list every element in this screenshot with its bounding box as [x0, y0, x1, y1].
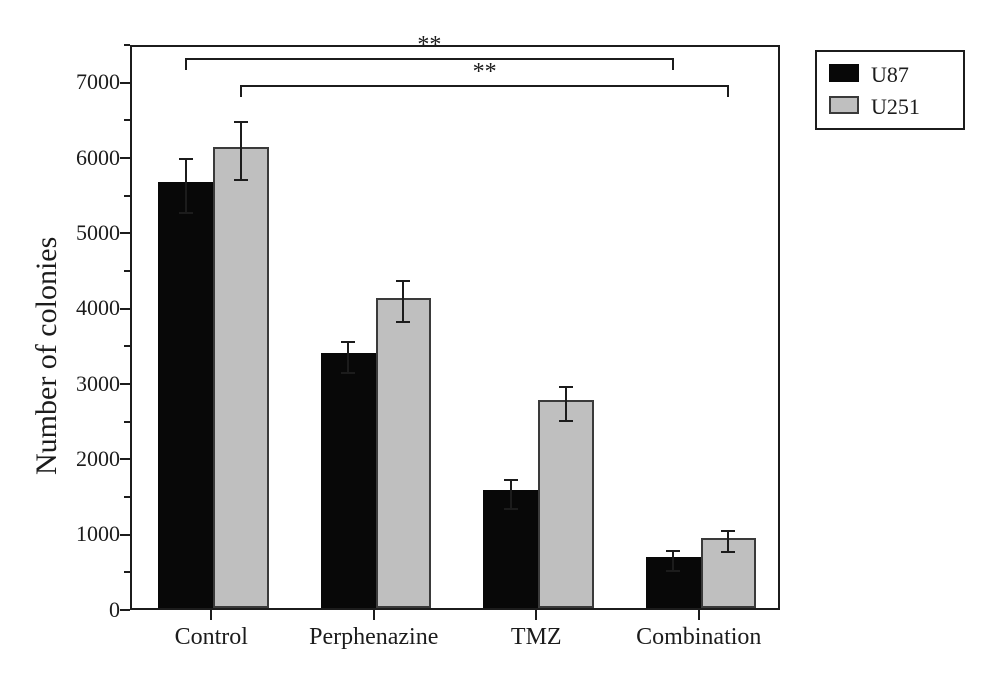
x-category-label: Combination	[636, 624, 761, 651]
y-tick-label: 7000	[30, 69, 120, 95]
y-tick-mark	[120, 383, 130, 385]
y-tick-label: 6000	[30, 145, 120, 171]
x-category-label: Perphenazine	[309, 624, 438, 651]
legend-label: U251	[871, 94, 920, 120]
legend-swatch	[829, 64, 859, 82]
significance-bracket-drop	[727, 85, 729, 97]
y-tick-label: 0	[30, 597, 120, 623]
y-tick-label: 1000	[30, 521, 120, 547]
legend: U87 U251	[815, 50, 965, 130]
y-tick-mark	[120, 609, 130, 611]
y-tick-mark	[120, 82, 130, 84]
significance-label: **	[417, 32, 441, 59]
x-tick-mark	[698, 610, 700, 620]
chart-container: Number of colonies 0 1000 2000 3000 4000 5000…	[0, 0, 1000, 682]
x-category-label: Control	[175, 624, 248, 651]
legend-swatch	[829, 96, 859, 114]
y-tick-mark	[120, 458, 130, 460]
y-tick-label: 5000	[30, 220, 120, 246]
legend-label: U87	[871, 62, 909, 88]
significance-bracket-drop	[240, 85, 242, 97]
y-tick-mark	[120, 534, 130, 536]
x-tick-mark	[535, 610, 537, 620]
significance-bracket-drop	[672, 58, 674, 70]
x-category-label: TMZ	[511, 624, 562, 651]
y-tick-label: 3000	[30, 371, 120, 397]
y-tick-mark	[120, 157, 130, 159]
significance-bracket-drop	[185, 58, 187, 70]
y-tick-label: 4000	[30, 295, 120, 321]
plot-area: ****	[130, 45, 780, 610]
x-tick-mark	[210, 610, 212, 620]
y-tick-label: 2000	[30, 446, 120, 472]
x-tick-mark	[373, 610, 375, 620]
significance-layer: ****	[132, 47, 778, 608]
y-axis-label: Number of colonies	[30, 237, 64, 475]
y-tick-mark	[120, 308, 130, 310]
y-tick-mark	[120, 232, 130, 234]
significance-label: **	[473, 59, 497, 86]
